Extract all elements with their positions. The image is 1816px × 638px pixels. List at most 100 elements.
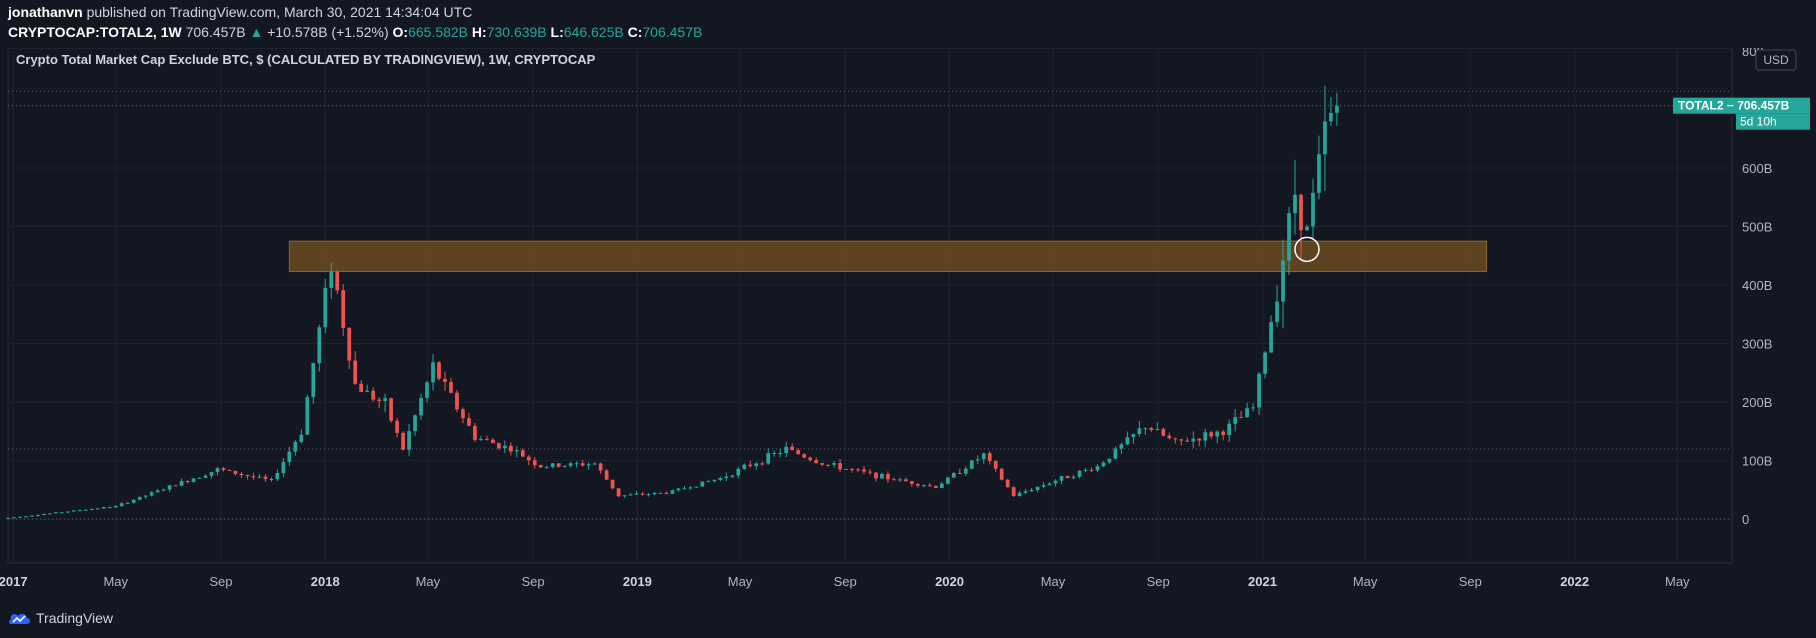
symbol-label[interactable]: CRYPTOCAP:TOTAL2, 1W	[8, 24, 182, 40]
candle-body	[688, 487, 693, 489]
candle-body	[526, 456, 531, 461]
tradingview-logo[interactable]: TradingView	[8, 610, 113, 626]
candle-body	[77, 510, 82, 512]
candle-body	[604, 470, 609, 480]
candle-body	[131, 499, 136, 503]
candle-body	[892, 479, 896, 481]
candle-body	[574, 463, 579, 465]
candle-body	[101, 507, 106, 509]
candle-body	[1053, 480, 1058, 484]
candle-body	[562, 465, 567, 467]
candle-body	[1125, 437, 1130, 445]
candle-body	[844, 468, 848, 470]
candle-body	[616, 488, 621, 497]
candle-body	[945, 477, 950, 484]
candle-body	[664, 492, 669, 494]
candle-body	[1041, 485, 1046, 487]
candle-body	[802, 454, 807, 458]
x-tick-label: Sep	[1459, 574, 1482, 589]
candle-body	[12, 517, 16, 519]
candle-body	[538, 465, 543, 468]
candle-body	[550, 463, 555, 467]
candle-body	[401, 432, 405, 450]
ohlc-legend: CRYPTOCAP:TOTAL2, 1W 706.457B ▲ +10.578B…	[8, 24, 702, 40]
candle-body	[311, 363, 316, 398]
candle-body	[227, 469, 232, 471]
candle-body	[347, 327, 352, 361]
candle-body	[1077, 470, 1082, 477]
candle-body	[449, 381, 453, 393]
candle-body	[1035, 486, 1040, 491]
candle-body	[125, 502, 130, 504]
plot-area	[7, 48, 1733, 564]
candle-body	[1161, 428, 1166, 436]
candle-body	[425, 382, 429, 398]
y-tick-label: 800	[1742, 48, 1764, 59]
candle-body	[275, 473, 280, 480]
candle-body	[700, 481, 705, 487]
candle-body	[1191, 438, 1196, 442]
candle-body	[167, 485, 172, 490]
x-tick-label: May	[728, 574, 753, 589]
candle-body	[916, 484, 920, 486]
candle-body	[24, 516, 28, 518]
candle-body	[203, 475, 208, 478]
candle-body	[628, 494, 633, 496]
candle-body	[766, 453, 771, 464]
candle-body	[269, 478, 274, 480]
candle-body	[736, 468, 741, 476]
x-tick-label: May	[1665, 574, 1690, 589]
candle-body	[329, 272, 334, 288]
y-tick-label: 400B	[1742, 278, 1772, 293]
candle-body	[874, 472, 878, 479]
candle-body	[251, 476, 256, 478]
candle-body	[586, 464, 591, 466]
candle-body	[179, 481, 184, 486]
x-tick-label: 2020	[935, 574, 964, 589]
candle-body	[784, 446, 789, 453]
candle-body	[508, 445, 513, 452]
candle-body	[640, 493, 645, 495]
circle-annotation[interactable]	[1294, 236, 1320, 263]
candle-body	[1131, 434, 1136, 438]
candle-body	[730, 475, 735, 477]
candle-body	[670, 490, 675, 494]
up-arrow-icon: ▲	[249, 24, 264, 40]
candle-body	[287, 451, 292, 462]
candle-body	[185, 481, 190, 483]
footer: TradingView	[0, 602, 1816, 638]
candle-body	[383, 398, 387, 402]
candle-body	[1197, 438, 1202, 441]
candle-body	[155, 490, 160, 493]
candle-body	[568, 463, 573, 466]
candle-body	[60, 512, 64, 514]
candle-body	[1149, 428, 1154, 431]
candle-body	[975, 459, 980, 461]
candle-body	[1227, 423, 1232, 436]
candle-body	[407, 431, 411, 450]
y-tick-label: 300B	[1742, 337, 1772, 352]
candle-body	[634, 493, 639, 495]
x-tick-label: May	[416, 574, 441, 589]
candle-body	[646, 494, 651, 496]
candle-body	[323, 287, 328, 328]
x-tick-label: Sep	[834, 574, 857, 589]
candle-body	[1311, 192, 1315, 227]
candle-body	[66, 511, 70, 513]
candle-body	[832, 463, 836, 465]
x-tick-label: 2017	[0, 574, 28, 589]
candle-body	[1239, 417, 1243, 419]
x-tick-label: 2019	[623, 574, 652, 589]
candle-body	[485, 438, 489, 440]
candle-body	[497, 443, 501, 449]
candle-body	[215, 468, 220, 472]
candle-body	[760, 463, 765, 465]
candlestick-chart[interactable]: 2017 May Sep 2018 May Sep 2019 May Sep 2020 May Sep…	[0, 48, 1816, 602]
candle-body	[1101, 462, 1106, 467]
currency-button[interactable]	[1755, 49, 1797, 71]
candle-body	[622, 495, 627, 497]
candle-body	[1209, 432, 1214, 437]
highlight-zone[interactable]	[288, 240, 1488, 273]
chart-title: Crypto Total Market Cap Exclude BTC, $ (…	[16, 52, 596, 67]
author-name[interactable]: jonathanvn	[8, 4, 83, 20]
